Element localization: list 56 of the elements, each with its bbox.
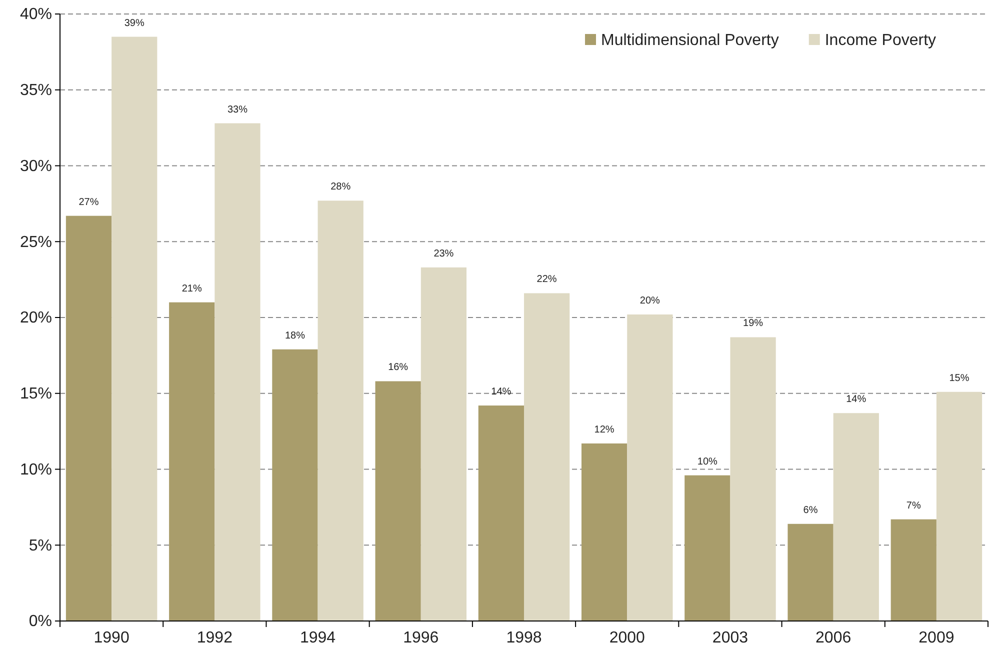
data-label: 10% <box>697 456 718 468</box>
bar <box>524 293 570 621</box>
data-label: 15% <box>949 372 970 384</box>
x-tick-label: 2003 <box>712 629 748 646</box>
bar <box>581 443 628 621</box>
x-tick-label: 2006 <box>816 629 852 646</box>
bar <box>375 381 421 621</box>
legend-label: Income Poverty <box>824 32 936 49</box>
bar <box>890 519 936 621</box>
bar <box>214 123 260 621</box>
y-tick-label: 5% <box>28 537 52 554</box>
bar <box>112 36 158 621</box>
x-tick-label: 1998 <box>506 629 542 646</box>
data-label: 18% <box>284 330 306 342</box>
y-tick-label: 30% <box>20 158 52 175</box>
x-tick-label: 1996 <box>403 629 439 646</box>
data-label: 21% <box>182 283 202 294</box>
bar <box>318 200 364 621</box>
x-tick-label: 2000 <box>609 629 646 646</box>
data-label: 23% <box>434 248 454 260</box>
y-tick-label: 10% <box>20 461 52 478</box>
x-tick-label: 2009 <box>918 629 954 646</box>
x-tick-label: 1990 <box>94 629 130 646</box>
data-label: 14% <box>846 394 866 406</box>
data-label: 20% <box>640 295 660 306</box>
data-label: 14% <box>491 386 512 398</box>
data-label: 6% <box>803 504 818 516</box>
y-tick-label: 40% <box>20 6 52 24</box>
data-label: 12% <box>594 424 614 436</box>
bar <box>730 337 776 621</box>
y-tick-label: 20% <box>20 310 52 327</box>
legend-label: Multidimensional Poverty <box>601 32 779 49</box>
y-tick-label: 25% <box>20 234 52 251</box>
bar <box>833 413 879 621</box>
data-label: 39% <box>124 18 144 29</box>
bar <box>420 267 467 621</box>
data-label: 27% <box>78 196 99 208</box>
bar <box>169 302 215 621</box>
data-label: 7% <box>906 500 921 512</box>
y-tick-label: 15% <box>20 385 52 402</box>
bar <box>272 349 318 621</box>
data-label: 28% <box>330 182 351 193</box>
y-tick-label: 35% <box>20 82 52 99</box>
x-tick-label: 1994 <box>300 629 336 646</box>
bar <box>788 524 834 621</box>
bar <box>478 406 524 621</box>
x-tick-label: 1992 <box>196 629 233 646</box>
bar <box>684 475 730 621</box>
data-label: 22% <box>536 274 557 286</box>
data-label: 19% <box>743 318 764 330</box>
data-label: 16% <box>388 362 408 374</box>
bar <box>936 392 982 621</box>
bar <box>627 314 673 621</box>
y-tick-label: 0% <box>28 613 52 630</box>
bar <box>66 216 112 621</box>
data-label: 33% <box>227 104 248 116</box>
